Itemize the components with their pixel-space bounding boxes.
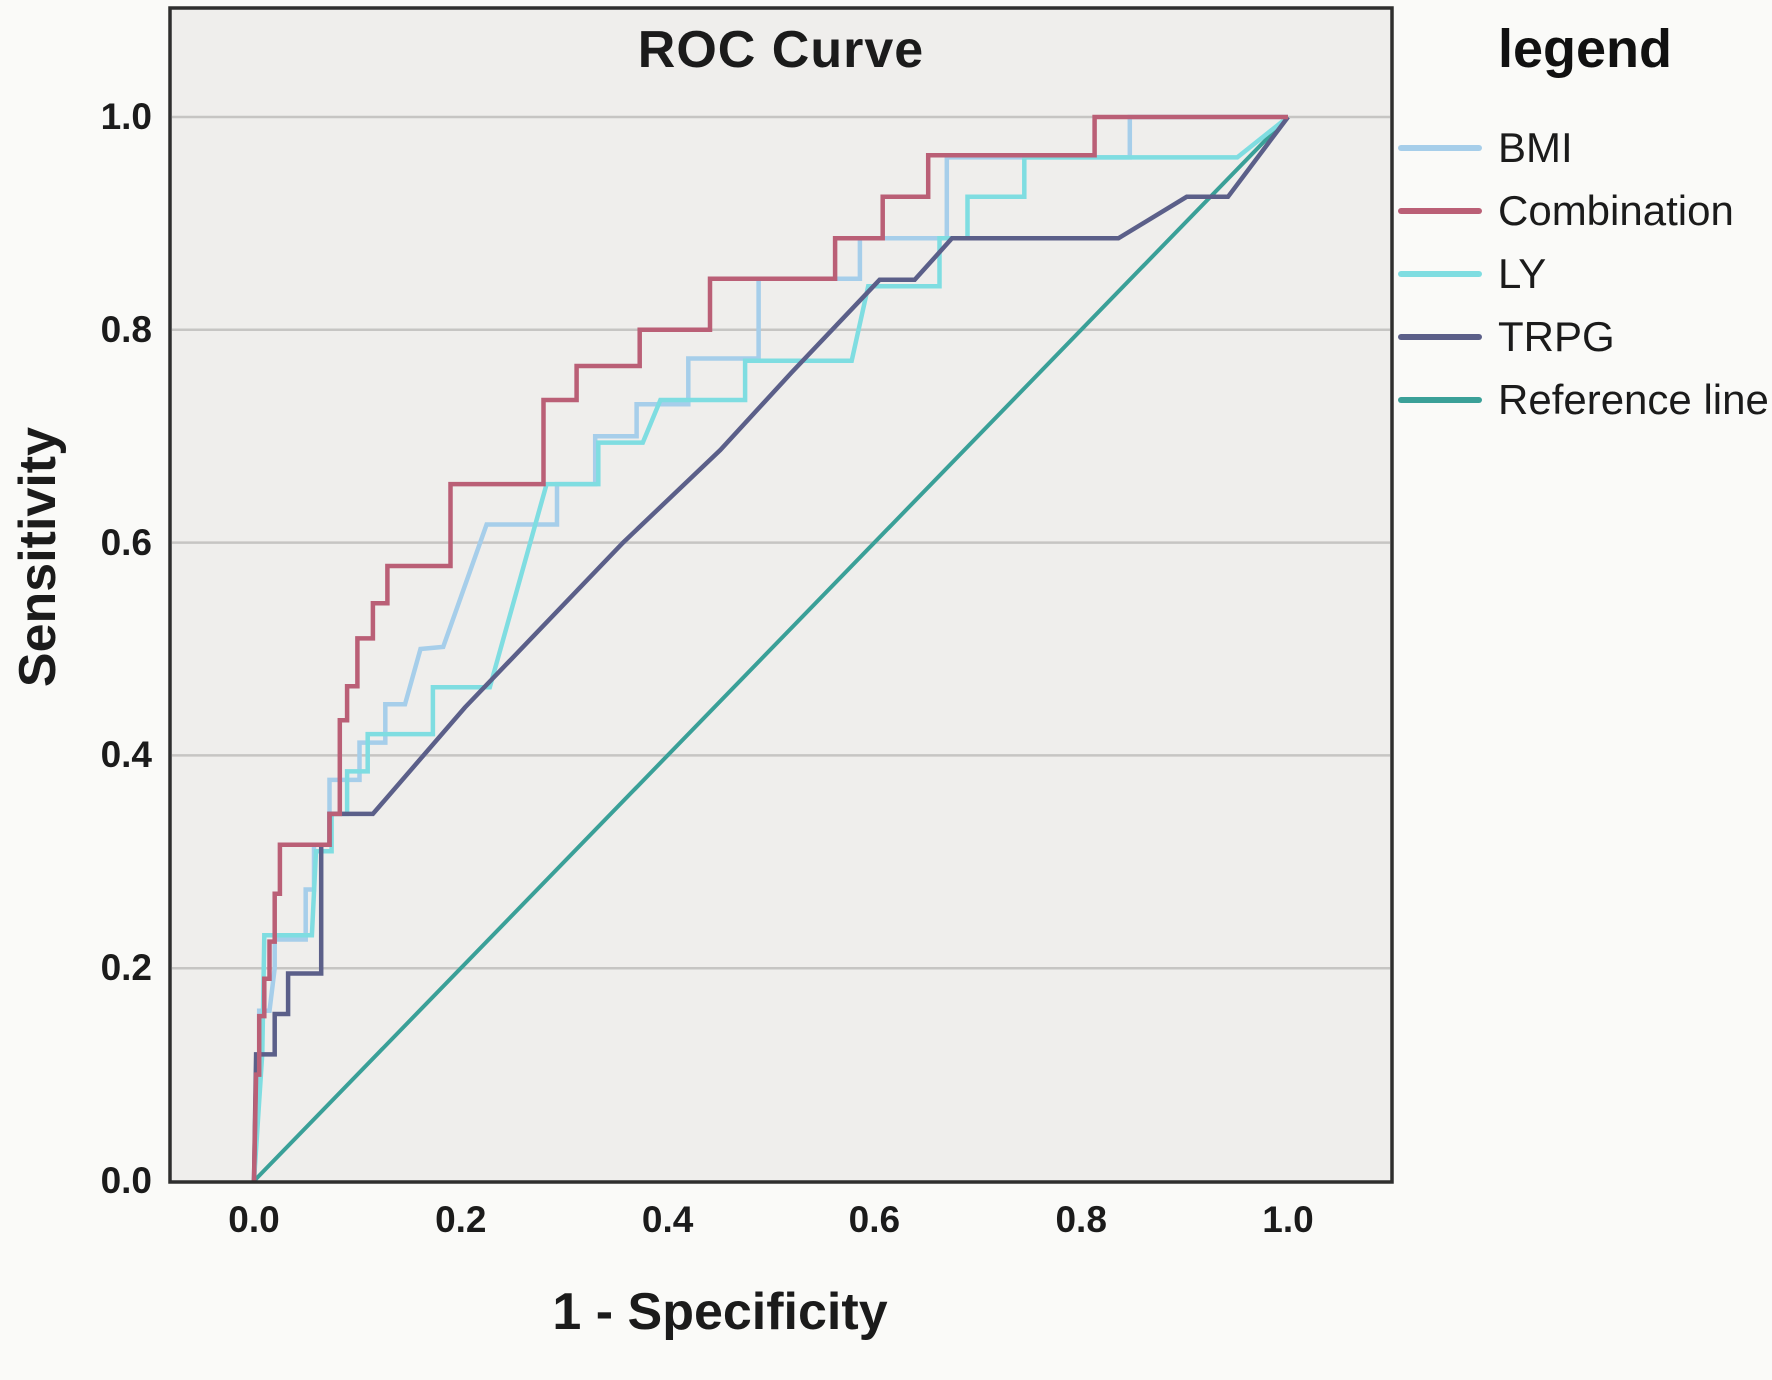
legend-label-combination: Combination — [1498, 186, 1734, 234]
x-tick-label-0.4: 0.4 — [641, 1199, 694, 1240]
legend-item-bmi: BMI — [1398, 116, 1772, 179]
legend-item-reference-line: Reference line — [1398, 368, 1772, 431]
roc-curve-trpg — [251, 115, 1290, 1182]
legend-label-ly: LY — [1498, 249, 1547, 297]
legend-item-trpg: TRPG — [1398, 305, 1772, 368]
roc-curve-reference-line — [252, 115, 1290, 1183]
legend-item-combination: Combination — [1398, 179, 1772, 242]
legend-swatch-reference-line — [1398, 396, 1482, 403]
legend-item-ly: LY — [1398, 242, 1772, 305]
legend-swatch-bmi — [1398, 144, 1482, 151]
roc-curve-combination — [251, 114, 1288, 1182]
legend-swatch-combination — [1398, 207, 1482, 214]
y-tick-label-0.2: 0.2 — [100, 947, 152, 989]
roc-curve-bmi — [251, 114, 1288, 1182]
x-tick-label-0.2: 0.2 — [435, 1199, 487, 1240]
y-tick-label-0.6: 0.6 — [100, 521, 152, 563]
legend-label-bmi: BMI — [1498, 123, 1573, 171]
chart-title: ROC Curve — [637, 21, 925, 79]
y-tick-label-0.0: 0.0 — [100, 1160, 152, 1201]
y-tick-label-0.8: 0.8 — [100, 308, 152, 350]
legend-swatch-trpg — [1398, 333, 1482, 340]
x-axis-label: 1 - Specificity — [552, 1283, 888, 1341]
x-tick-label-0.0: 0.0 — [228, 1199, 280, 1240]
y-tick-label-1.0: 1.0 — [100, 96, 152, 137]
x-tick-label-1.0: 1.0 — [1262, 1199, 1314, 1240]
x-tick-label-0.8: 0.8 — [1055, 1199, 1107, 1240]
legend-swatch-ly — [1398, 270, 1482, 277]
legend-label-trpg: TRPG — [1498, 312, 1615, 360]
legend-label-reference-line: Reference line — [1498, 375, 1769, 423]
y-tick-label-0.4: 0.4 — [100, 734, 152, 776]
plot-panel — [170, 8, 1392, 1182]
x-tick-label-0.6: 0.6 — [848, 1199, 901, 1240]
plot-frame — [168, 6, 1394, 1184]
legend-title: legend — [1498, 19, 1673, 79]
legend: BMI Combination LY TRPG Reference line — [1398, 116, 1772, 431]
